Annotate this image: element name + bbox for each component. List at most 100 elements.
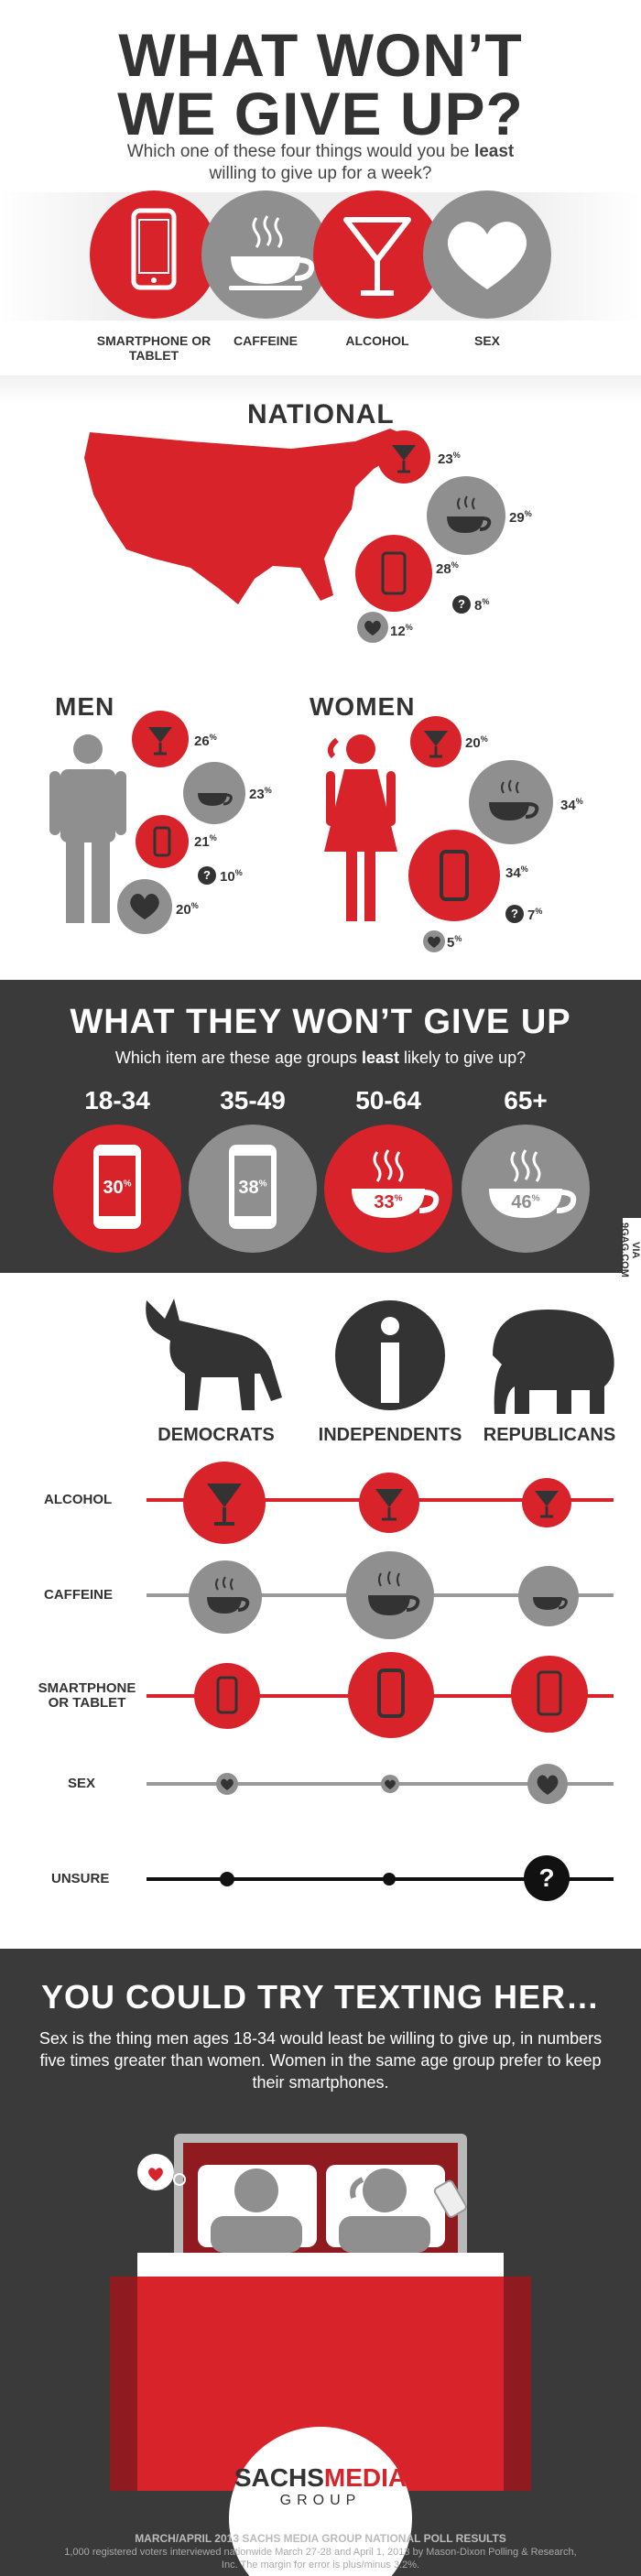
national-caffeine-value: 29 [509, 510, 525, 526]
footer-title: MARCH/APRIL 2013 SACHS MEDIA GROUP NATIO… [135, 2532, 506, 2545]
coffee-cup-icon [207, 1576, 250, 1614]
rep-caffeine-bubble [518, 1566, 579, 1626]
ind-unsure-dot [383, 1873, 396, 1886]
dem-alcohol-bubble [183, 1462, 266, 1544]
age-50-64-value: 33 [374, 1192, 395, 1212]
age-18-34-circle: 30% [53, 1125, 181, 1253]
smartphone-icon [216, 1676, 238, 1714]
question-icon: ? [511, 907, 518, 920]
label-caffeine: CAFFEINE [234, 333, 298, 348]
page-title: WHAT WON’T WE GIVE UP? [0, 21, 641, 147]
question-icon: ? [458, 597, 465, 611]
men-title: MEN [55, 692, 115, 721]
heart-icon [537, 1775, 559, 1795]
women-alcohol-value: 20 [465, 735, 481, 751]
ind-smartphone-bubble [348, 1652, 434, 1738]
national-caffeine-pct: 29% [509, 509, 532, 526]
label-sex: SEX [473, 333, 500, 348]
smartphone-icon [153, 826, 171, 857]
martini-glass-icon [375, 1489, 403, 1521]
national-alcohol-value: 23 [438, 451, 453, 467]
age-label-35-49: 35-49 [220, 1086, 286, 1114]
men-sex-pct: 20% [176, 901, 199, 918]
row-label-sex: SEX [68, 1776, 96, 1791]
rep-unsure-bubble: ? [524, 1855, 570, 1901]
women-alcohol-bubble [410, 716, 462, 767]
national-unsure-pct: 8% [474, 597, 490, 614]
smartphone-icon [93, 1145, 141, 1229]
footer-body: 1,000 registered voters interviewed nati… [64, 2547, 577, 2571]
coffee-cup-icon [447, 495, 492, 533]
martini-glass-icon [207, 1484, 242, 1526]
donkey-icon [146, 1299, 282, 1410]
logo-sachs: SACHS [234, 2463, 324, 2492]
rep-sex-bubble [527, 1764, 568, 1804]
age-subtitle-pre: Which item are these age groups [114, 1049, 363, 1067]
women-unsure-value: 7 [527, 908, 536, 923]
row-line-sex [147, 1782, 614, 1786]
logo-wordmark: SACHSMEDIA [0, 2463, 641, 2493]
women-smartphone-value: 34 [505, 865, 521, 881]
title-line-1: WHAT WON’T [118, 21, 523, 89]
label-smartphone: SMARTPHONE OR TABLET [96, 333, 212, 363]
texting-title: YOU COULD TRY TEXTING HER… [40, 1978, 601, 2016]
women-caffeine-value: 34 [560, 798, 576, 813]
coffee-cup-icon [229, 215, 315, 290]
men-alcohol-value: 26 [194, 734, 210, 749]
title-line-2: WE GIVE UP? [117, 80, 524, 147]
women-unsure-bubble: ? [505, 905, 524, 923]
sex-circle [423, 190, 551, 319]
heart-icon [221, 1778, 234, 1790]
party-republicans: REPUBLICANS [483, 1425, 616, 1445]
men-smartphone-value: 21 [194, 834, 210, 850]
party-democrats: DEMOCRATS [158, 1425, 275, 1445]
national-title: NATIONAL [247, 399, 395, 429]
age-subtitle-bold: least [362, 1049, 400, 1067]
dem-smartphone-bubble [194, 1663, 260, 1729]
heart-icon [385, 1779, 396, 1789]
heart-icon [364, 620, 381, 636]
man-figure-icon [49, 734, 126, 923]
martini-glass-icon [424, 731, 448, 758]
age-title: WHAT THEY WON’T GIVE UP [70, 1003, 571, 1041]
heart-icon [428, 936, 440, 948]
ind-alcohol-bubble [359, 1473, 419, 1533]
smartphone-icon [131, 208, 177, 290]
smartphone-icon [440, 850, 469, 901]
logo-circle [229, 2427, 412, 2576]
age-18-34-pct: 30% [103, 1178, 132, 1198]
row-line-unsure [147, 1877, 614, 1881]
subtitle-bold: least [473, 142, 515, 161]
national-alcohol-pct: 23% [438, 451, 461, 467]
label-alcohol: ALCOHOL [345, 333, 409, 348]
national-smartphone-bubble [355, 535, 432, 612]
smartphone-icon [229, 1145, 277, 1229]
age-35-49-circle: 38% [189, 1125, 317, 1253]
coffee-cup-icon [198, 793, 233, 806]
dem-caffeine-bubble [189, 1560, 262, 1634]
men-caffeine-bubble [183, 762, 245, 824]
rep-smartphone-bubble [511, 1656, 588, 1733]
coffee-cup-icon [352, 1149, 440, 1218]
divider-shadow [0, 375, 641, 403]
dem-sex-bubble [216, 1773, 238, 1795]
caffeine-circle [201, 190, 330, 319]
age-18-34-value: 30 [103, 1178, 124, 1198]
ind-caffeine-bubble [346, 1551, 434, 1639]
dem-unsure-dot [220, 1872, 234, 1886]
logo-group: GROUP [279, 2493, 362, 2508]
usa-map-icon [84, 429, 403, 604]
rep-alcohol-bubble [522, 1478, 571, 1527]
martini-glass-icon [148, 727, 172, 755]
heart-icon [447, 222, 527, 289]
age-label-18-34: 18-34 [84, 1086, 150, 1114]
age-65plus-value: 46 [511, 1192, 532, 1212]
men-alcohol-pct: 26% [194, 733, 217, 749]
alcohol-circle [313, 190, 441, 319]
men-smartphone-bubble [136, 815, 189, 868]
info-i-icon [381, 1317, 399, 1403]
row-label-smartphone: SMARTPHONE OR TABLET [38, 1680, 136, 1711]
women-sex-value: 5 [447, 935, 455, 951]
men-caffeine-value: 23 [249, 787, 265, 802]
men-unsure-value: 10 [220, 869, 235, 885]
